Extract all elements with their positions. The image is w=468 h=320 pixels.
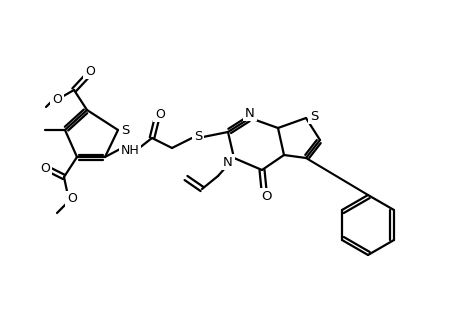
Text: O: O <box>52 92 62 106</box>
Text: O: O <box>40 162 50 174</box>
Text: N: N <box>223 156 233 169</box>
Text: O: O <box>67 193 77 205</box>
Text: O: O <box>85 65 95 77</box>
Text: N: N <box>245 107 255 119</box>
Text: S: S <box>310 109 318 123</box>
Text: NH: NH <box>121 143 139 156</box>
Text: S: S <box>194 130 202 142</box>
Text: S: S <box>121 124 129 137</box>
Text: O: O <box>155 108 165 121</box>
Text: O: O <box>261 189 271 203</box>
